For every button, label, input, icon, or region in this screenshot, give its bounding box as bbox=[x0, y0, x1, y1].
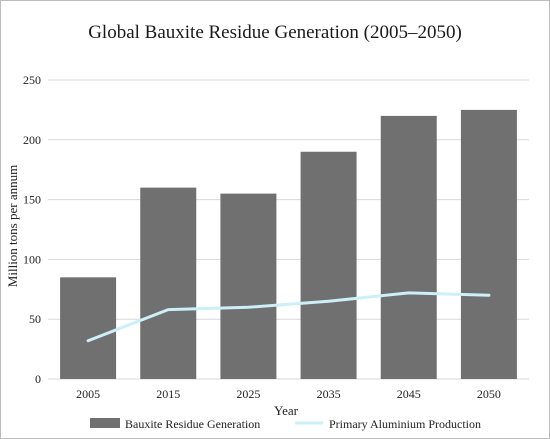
bar-2015 bbox=[140, 187, 197, 379]
x-tick-label: 2015 bbox=[156, 387, 180, 401]
x-tick-label: 2025 bbox=[236, 387, 260, 401]
gridlines bbox=[48, 79, 529, 380]
legend: Bauxite Residue Generation Primary Alumin… bbox=[90, 417, 481, 431]
y-tick-labels: 0 50 100 150 200 250 bbox=[23, 73, 41, 386]
x-tick-label: 2045 bbox=[397, 387, 421, 401]
x-tick-label: 2050 bbox=[477, 387, 501, 401]
y-tick-label: 50 bbox=[29, 312, 41, 326]
line-primary-aluminium bbox=[86, 291, 491, 343]
y-tick-label: 0 bbox=[35, 372, 41, 386]
legend-swatch-bauxite bbox=[90, 418, 120, 428]
x-tick-label: 2005 bbox=[76, 387, 100, 401]
y-tick-label: 200 bbox=[23, 133, 41, 147]
bar-2005 bbox=[60, 277, 117, 379]
x-tick-labels: 2005 2015 2025 2035 2045 2050 bbox=[76, 387, 501, 401]
y-tick-label: 150 bbox=[23, 193, 41, 207]
bar-2035 bbox=[300, 151, 357, 379]
y-axis-label: Million tons per annum bbox=[5, 165, 20, 287]
line-series bbox=[86, 291, 491, 343]
bar-series bbox=[60, 109, 517, 380]
y-tick-label: 250 bbox=[23, 73, 41, 87]
chart-title: Global Bauxite Residue Generation (2005–… bbox=[88, 22, 462, 43]
y-tick-label: 100 bbox=[23, 252, 41, 266]
bar-2050 bbox=[460, 109, 517, 380]
x-axis-label: Year bbox=[274, 403, 299, 418]
bar-2025 bbox=[220, 193, 277, 379]
x-tick-label: 2035 bbox=[317, 387, 341, 401]
bar-2045 bbox=[380, 115, 437, 379]
legend-label-aluminium: Primary Aluminium Production bbox=[329, 417, 481, 431]
legend-label-bauxite: Bauxite Residue Generation bbox=[125, 417, 260, 431]
